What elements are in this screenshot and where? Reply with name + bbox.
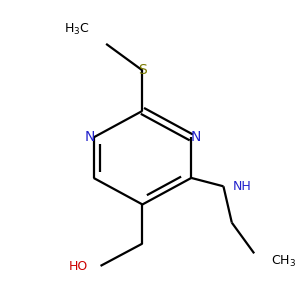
Text: H$_3$C: H$_3$C xyxy=(64,22,89,38)
Text: HO: HO xyxy=(69,260,88,273)
Text: NH: NH xyxy=(233,180,252,193)
Text: N: N xyxy=(190,130,201,144)
Text: N: N xyxy=(84,130,94,144)
Text: CH$_3$: CH$_3$ xyxy=(271,254,296,269)
Text: S: S xyxy=(138,63,147,77)
